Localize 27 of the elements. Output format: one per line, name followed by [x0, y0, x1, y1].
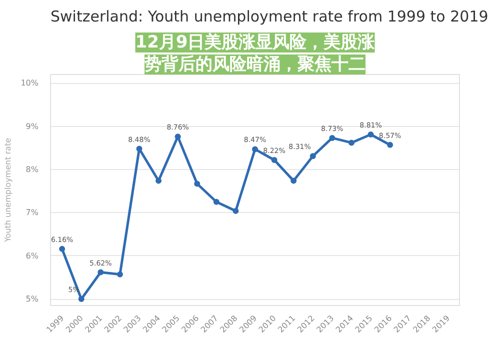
y-tick-label: 10% — [20, 78, 39, 88]
point — [232, 208, 239, 214]
point — [156, 178, 162, 184]
point — [368, 132, 374, 138]
point — [213, 198, 220, 205]
point — [290, 178, 297, 184]
point — [387, 142, 394, 148]
point — [194, 180, 200, 187]
point — [252, 146, 258, 152]
point — [59, 246, 66, 252]
text: 势背后的风险暗涌，聚焦十二 — [144, 54, 366, 74]
y-tick-label: 6% — [26, 251, 39, 260]
point — [348, 140, 354, 146]
y-tick-label: 9% — [26, 122, 39, 131]
y-tick-label: 7% — [26, 208, 39, 218]
y-tick-label: 8% — [26, 164, 39, 174]
point — [136, 146, 142, 152]
y-axis-title: Youth unemployment rate — [4, 138, 13, 244]
point — [329, 134, 336, 141]
point — [310, 153, 316, 160]
point — [271, 156, 278, 163]
point — [78, 296, 84, 302]
point — [116, 271, 123, 278]
text: 12月9日美股涨显风险，美股涨 — [135, 32, 376, 52]
y-tick-label: 5% — [26, 294, 39, 304]
chart-title: Switzerland: Youth unemployment rate from 1999 to 2019 — [50, 8, 488, 26]
point — [98, 269, 104, 276]
